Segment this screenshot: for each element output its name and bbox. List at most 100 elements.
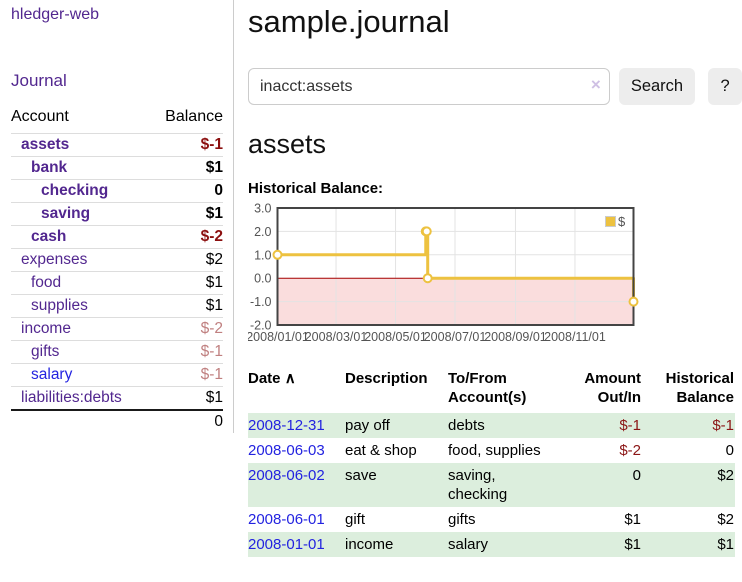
y-axis-tick-label: 3.0 <box>254 202 271 216</box>
account-row: salary $-1 <box>11 363 223 387</box>
account-balance: $1 <box>205 297 223 314</box>
account-link[interactable]: supplies <box>31 297 88 314</box>
account-row: food $1 <box>11 271 223 295</box>
transaction-amount: $-1 <box>619 417 641 434</box>
account-row: assets $-1 <box>11 133 223 157</box>
account-balance: $1 <box>205 159 223 176</box>
clear-search-icon[interactable]: × <box>590 75 601 94</box>
register-header-date[interactable]: Date ∧ <box>248 370 296 387</box>
transaction-description: pay off <box>345 417 390 434</box>
chart-canvas: 3.0 2.0 1.0 0.0 -1.0 -2.02008/01/012008/03/01… <box>248 202 639 344</box>
account-link[interactable]: checking <box>41 182 109 199</box>
account-balance: $-1 <box>200 366 223 383</box>
transaction-date-link[interactable]: 2008-06-03 <box>248 442 325 459</box>
transaction-date-link[interactable]: 2008-12-31 <box>248 417 325 434</box>
transaction-date-link[interactable]: 2008-06-01 <box>248 511 325 528</box>
account-row: liabilities:debts $1 <box>11 386 223 410</box>
transaction-amount: $1 <box>624 536 641 553</box>
historical-balance-chart: 3.0 2.0 1.0 0.0 -1.0 -2.0 2008/01/01 2008/03/01… <box>248 201 742 346</box>
account-row: cash $-2 <box>11 225 223 249</box>
transaction-accounts: saving, checking <box>448 467 508 503</box>
accounts-total-value: 0 <box>150 409 223 433</box>
transaction-balance: $2 <box>717 511 734 528</box>
account-balance: $-2 <box>200 228 223 245</box>
transaction-description: eat & shop <box>345 442 417 459</box>
y-axis-tick-label: 2.0 <box>254 225 271 239</box>
search-bar: × Search ? <box>248 68 742 105</box>
account-balance: $1 <box>205 205 223 222</box>
account-link[interactable]: cash <box>31 228 67 245</box>
transaction-amount: $-2 <box>619 442 641 459</box>
transaction-row: 2008-06-01 gift gifts $1 $2 <box>248 507 735 532</box>
legend-label: $ <box>618 214 626 229</box>
y-axis-tick-label: -1.0 <box>250 295 272 309</box>
transaction-row: 2008-01-01 income salary $1 $1 <box>248 532 735 557</box>
transaction-balance: $-1 <box>712 417 734 434</box>
transaction-balance: 0 <box>725 442 734 459</box>
account-link[interactable]: expenses <box>21 251 88 268</box>
transaction-row: 2008-06-03 eat & shop food, supplies $-2 0 <box>248 438 735 463</box>
register-header-amount: Amount Out/In <box>584 370 641 406</box>
account-link[interactable]: bank <box>31 159 68 176</box>
transaction-accounts: salary <box>448 536 489 553</box>
transaction-accounts: food, supplies <box>448 442 541 459</box>
transaction-balance: $1 <box>717 536 734 553</box>
account-balance: $1 <box>205 274 223 291</box>
transaction-description: save <box>345 467 377 484</box>
account-row: bank $1 <box>11 156 223 180</box>
account-link[interactable]: income <box>21 320 71 337</box>
transaction-row: 2008-12-31 pay off debts $-1 $-1 <box>248 413 735 438</box>
account-heading: assets <box>248 129 327 159</box>
transaction-description: gift <box>345 511 366 528</box>
x-axis-tick-label: 2008/09/01 <box>484 330 547 344</box>
search-box: × <box>248 68 610 105</box>
account-balance: $-2 <box>200 320 223 337</box>
account-row: gifts $-1 <box>11 340 223 364</box>
accounts-total-row: 0 <box>11 409 223 433</box>
sidebar: hledger-web Journal Account Balance asse… <box>0 0 234 433</box>
x-axis-tick-label: 2008/03/01 <box>305 330 368 344</box>
account-balance: $-1 <box>200 343 223 360</box>
account-link[interactable]: food <box>31 274 62 291</box>
help-button[interactable]: ? <box>708 68 742 105</box>
data-point-marker <box>421 226 432 237</box>
transaction-date-link[interactable]: 2008-01-01 <box>248 536 325 553</box>
register-header-balance: Historical Balance <box>665 370 734 406</box>
transaction-amount: 0 <box>632 467 641 484</box>
account-row: saving $1 <box>11 202 223 226</box>
account-link[interactable]: assets <box>21 136 70 153</box>
x-axis-tick-label: 2008/05/01 <box>364 330 427 344</box>
sort-ascending-icon: ∧ <box>284 370 296 387</box>
transaction-row: 2008-06-02 save saving, checking 0 $2 <box>248 463 735 507</box>
app-title: hledger-web <box>11 6 222 24</box>
journal-nav: Journal <box>11 71 222 91</box>
register-table: Date ∧ Description To/From Account(s) Am… <box>248 367 735 557</box>
account-link[interactable]: saving <box>41 205 91 222</box>
accounts-header-account: Account <box>11 108 69 125</box>
y-axis-tick-label: 0.0 <box>254 272 271 286</box>
register-header-description: Description <box>345 370 428 387</box>
accounts-header-balance: Balance <box>165 108 223 125</box>
transaction-accounts: debts <box>448 417 485 434</box>
transaction-accounts: gifts <box>448 511 476 528</box>
transaction-date-link[interactable]: 2008-06-02 <box>248 467 325 484</box>
account-row: income $-2 <box>11 317 223 341</box>
search-input[interactable] <box>248 68 610 105</box>
account-balance: $2 <box>205 251 223 268</box>
app-title-link[interactable]: hledger-web <box>11 6 100 23</box>
account-balance: $1 <box>205 389 223 406</box>
account-link[interactable]: liabilities:debts <box>21 389 122 406</box>
search-button[interactable]: Search <box>618 68 696 105</box>
account-link[interactable]: salary <box>31 366 73 383</box>
legend-swatch-icon <box>605 216 616 227</box>
account-balance: $-1 <box>200 136 223 153</box>
chart-title: Historical Balance: <box>248 180 384 197</box>
transaction-amount: $1 <box>624 511 641 528</box>
y-axis-tick-label: -2.0 <box>250 319 272 333</box>
journal-link[interactable]: Journal <box>11 71 67 90</box>
main-content: sample.journal × Search ? assets Histori… <box>248 0 742 557</box>
accounts-table: Account Balance assets $-1 bank $1 checking 0… <box>11 106 223 433</box>
transaction-balance: $2 <box>717 467 734 484</box>
transaction-description: income <box>345 536 394 553</box>
account-link[interactable]: gifts <box>31 343 60 360</box>
